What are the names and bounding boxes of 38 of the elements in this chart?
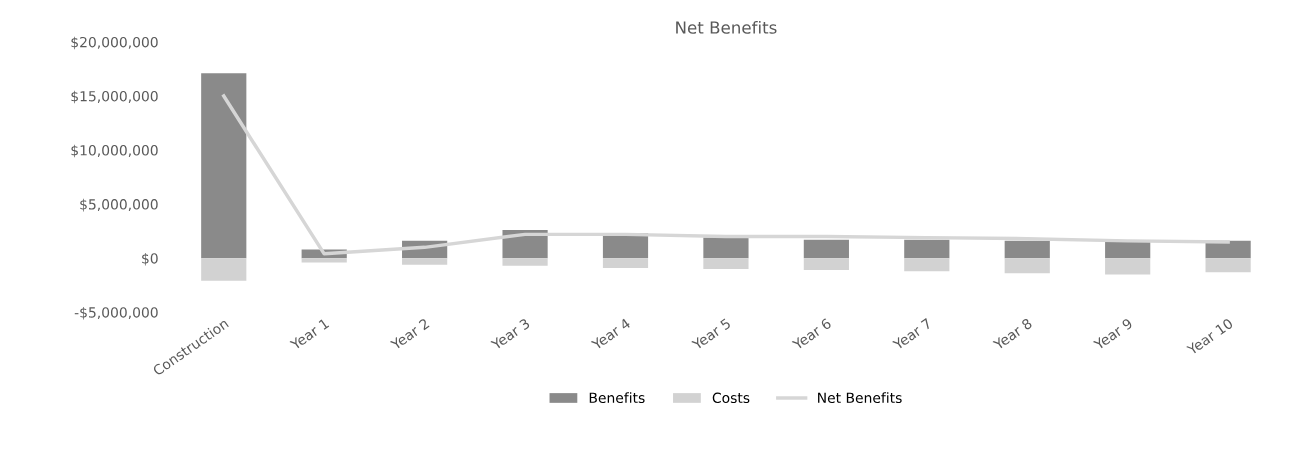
bar bbox=[1004, 240, 1050, 259]
x-tick-label: Year 7 bbox=[892, 318, 933, 351]
bar bbox=[1105, 241, 1151, 259]
line-series bbox=[222, 94, 1230, 256]
chart-title: Net Benefits bbox=[676, 20, 777, 34]
y-tick-label: $0 bbox=[142, 252, 158, 266]
y-tick-label: -$5,000,000 bbox=[74, 306, 158, 320]
x-tick-label: Year 3 bbox=[490, 317, 531, 351]
legend-label: Costs bbox=[712, 392, 750, 404]
bar bbox=[803, 258, 849, 271]
bar bbox=[602, 258, 649, 268]
y-tick-label: $20,000,000 bbox=[71, 36, 158, 50]
legend-label: Benefits bbox=[589, 392, 645, 404]
legend-label: Net Benefits bbox=[818, 392, 902, 404]
x-tick-label: Year 9 bbox=[1092, 317, 1134, 351]
bar bbox=[703, 258, 749, 269]
bar bbox=[1004, 258, 1050, 274]
y-tick-label: $10,000,000 bbox=[71, 144, 158, 158]
y-tick-label: $15,000,000 bbox=[71, 90, 158, 104]
bar bbox=[1105, 258, 1151, 275]
bar bbox=[904, 239, 950, 259]
bar bbox=[904, 258, 950, 272]
x-tick-label: Year 2 bbox=[389, 318, 430, 351]
x-tick-label: Year 4 bbox=[590, 317, 632, 351]
y-tick-label: $5,000,000 bbox=[80, 198, 158, 212]
bar bbox=[703, 237, 749, 259]
x-tick-label: Year 10 bbox=[1186, 317, 1234, 356]
bar bbox=[402, 258, 448, 265]
x-tick-label: Year 8 bbox=[992, 317, 1033, 351]
bar bbox=[201, 73, 247, 259]
x-tick-label: Year 1 bbox=[289, 318, 330, 351]
bar bbox=[201, 258, 247, 281]
bar bbox=[1205, 258, 1251, 273]
bar bbox=[301, 258, 347, 263]
bar bbox=[502, 258, 548, 266]
x-tick-label: Year 6 bbox=[791, 317, 832, 351]
bar bbox=[803, 239, 849, 259]
x-tick-label: Year 5 bbox=[691, 318, 732, 351]
